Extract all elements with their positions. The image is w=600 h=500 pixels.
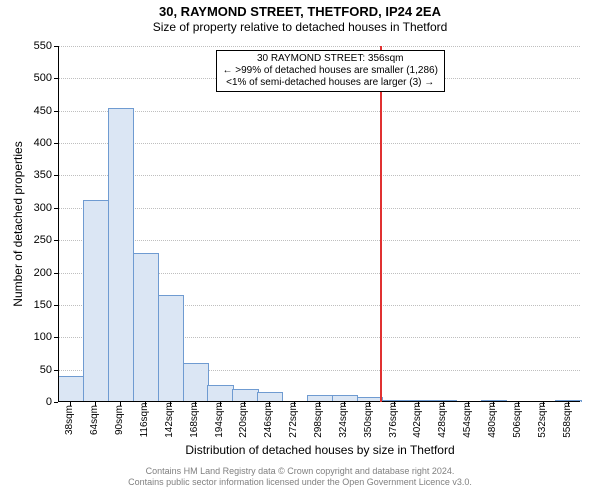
title-block: 30, RAYMOND STREET, THETFORD, IP24 2EA S… [0, 4, 600, 35]
y-tick-label: 350 [34, 169, 58, 181]
bar [83, 200, 109, 402]
y-axis-line [58, 46, 59, 402]
y-tick-label: 250 [34, 234, 58, 246]
grid-line [58, 175, 580, 176]
y-tick-label: 50 [40, 364, 58, 376]
title-main: 30, RAYMOND STREET, THETFORD, IP24 2EA [0, 4, 600, 20]
annotation-line3: <1% of semi-detached houses are larger (… [223, 77, 438, 89]
grid-line [58, 208, 580, 209]
y-tick-label: 450 [34, 105, 58, 117]
footer: Contains HM Land Registry data © Crown c… [0, 466, 600, 489]
y-tick-label: 550 [34, 40, 58, 52]
x-tick-label: 428sqm [437, 402, 448, 438]
bar [58, 376, 84, 402]
bar [133, 253, 159, 402]
x-axis-label: Distribution of detached houses by size … [185, 443, 454, 457]
title-sub: Size of property relative to detached ho… [0, 20, 600, 35]
x-tick-label: 324sqm [338, 402, 349, 438]
x-tick-label: 38sqm [64, 405, 75, 435]
x-tick-label: 168sqm [189, 402, 200, 438]
x-tick-label: 506sqm [512, 402, 523, 438]
x-tick-label: 298sqm [313, 402, 324, 438]
x-tick-label: 532sqm [537, 402, 548, 438]
x-tick-label: 454sqm [462, 402, 473, 438]
footer-line1: Contains HM Land Registry data © Crown c… [0, 466, 600, 477]
grid-line [58, 240, 580, 241]
annotation-box: 30 RAYMOND STREET: 356sqm ← >99% of deta… [216, 50, 445, 92]
x-tick-label: 246sqm [263, 402, 274, 438]
footer-line2: Contains public sector information licen… [0, 477, 600, 488]
annotation-line1: 30 RAYMOND STREET: 356sqm [223, 53, 438, 65]
y-tick-label: 200 [34, 267, 58, 279]
grid-line [58, 46, 580, 47]
chart-container: 30, RAYMOND STREET, THETFORD, IP24 2EA S… [0, 0, 600, 500]
reference-line [380, 46, 382, 402]
x-axis-line [58, 401, 580, 402]
bar [108, 108, 134, 402]
bar [207, 385, 233, 402]
x-tick-label: 350sqm [363, 402, 374, 438]
x-tick-label: 376sqm [388, 402, 399, 438]
bar [158, 295, 184, 402]
x-tick-label: 272sqm [288, 402, 299, 438]
y-axis-label: Number of detached properties [11, 141, 25, 306]
bar [183, 363, 209, 402]
x-tick-label: 480sqm [487, 402, 498, 438]
x-tick-label: 90sqm [114, 405, 125, 435]
x-tick-label: 64sqm [89, 405, 100, 435]
grid-line [58, 143, 580, 144]
x-tick-label: 220sqm [238, 402, 249, 438]
grid-line [58, 111, 580, 112]
y-tick-label: 400 [34, 137, 58, 149]
x-tick-label: 142sqm [164, 402, 175, 438]
x-tick-label: 402sqm [412, 402, 423, 438]
x-tick-label: 116sqm [139, 403, 150, 438]
y-tick-label: 150 [34, 299, 58, 311]
y-tick-label: 100 [34, 331, 58, 343]
plot-area: 05010015020025030035040045050055038sqm64… [58, 46, 580, 402]
annotation-line2: ← >99% of detached houses are smaller (1… [223, 65, 438, 77]
y-tick-label: 0 [46, 396, 58, 408]
x-tick-label: 194sqm [214, 402, 225, 438]
y-tick-label: 500 [34, 72, 58, 84]
x-tick-label: 558sqm [562, 402, 573, 438]
y-tick-label: 300 [34, 202, 58, 214]
